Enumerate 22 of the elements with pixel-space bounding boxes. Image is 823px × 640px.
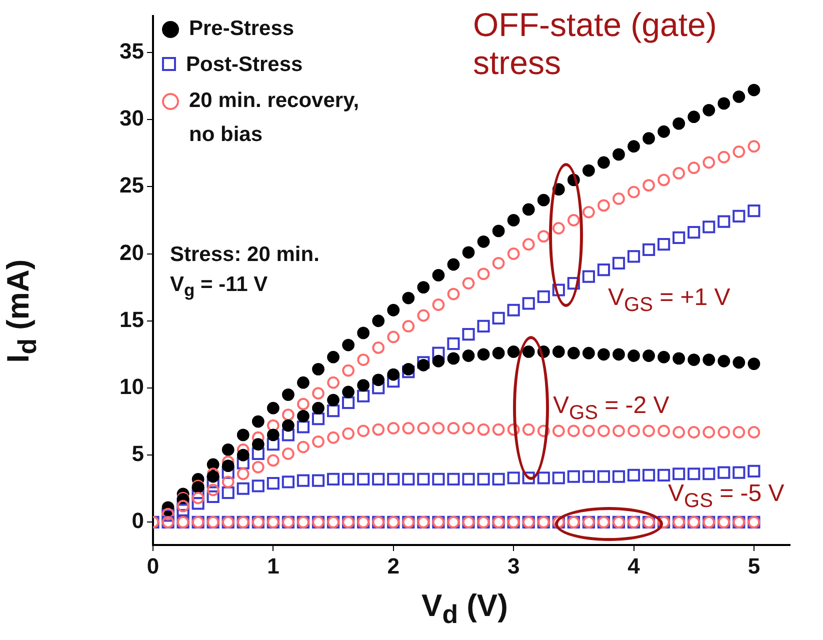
- x-tick-label: 2: [387, 553, 400, 578]
- y-tick-label: 35: [120, 38, 144, 64]
- annotation: OFF-state (gate) stress: [473, 6, 718, 82]
- legend-label: 20 min. recovery, no bias: [189, 88, 360, 148]
- legend-label: Pre-Stress: [189, 16, 296, 42]
- x-tick-label: 4: [628, 553, 641, 578]
- x-tick-label: 5: [748, 553, 760, 578]
- y-tick-label: 10: [120, 374, 144, 400]
- y-tick-label: 20: [120, 240, 144, 265]
- y-tick-label: 30: [120, 106, 144, 131]
- legend-label: Post-Stress: [186, 52, 304, 78]
- y-tick-label: 15: [120, 306, 144, 332]
- x-tick-label: 3: [507, 553, 520, 578]
- x-axis-title: V$_{d}$ (V): [422, 588, 508, 630]
- y-tick-label: 0: [132, 508, 144, 534]
- annotation: Stress: 20 min. V$_{g}$ = -11 V: [170, 242, 320, 302]
- annotation: V$_{GS}$ = -2 V: [553, 392, 670, 425]
- annotation: V$_{GS}$ = -5 V: [668, 480, 784, 513]
- x-tick-label: 1: [267, 553, 280, 578]
- y-tick-label: 5: [132, 441, 144, 466]
- annotation: V$_{GS}$ = +1 V: [608, 284, 730, 317]
- y-tick-label: 25: [120, 172, 144, 198]
